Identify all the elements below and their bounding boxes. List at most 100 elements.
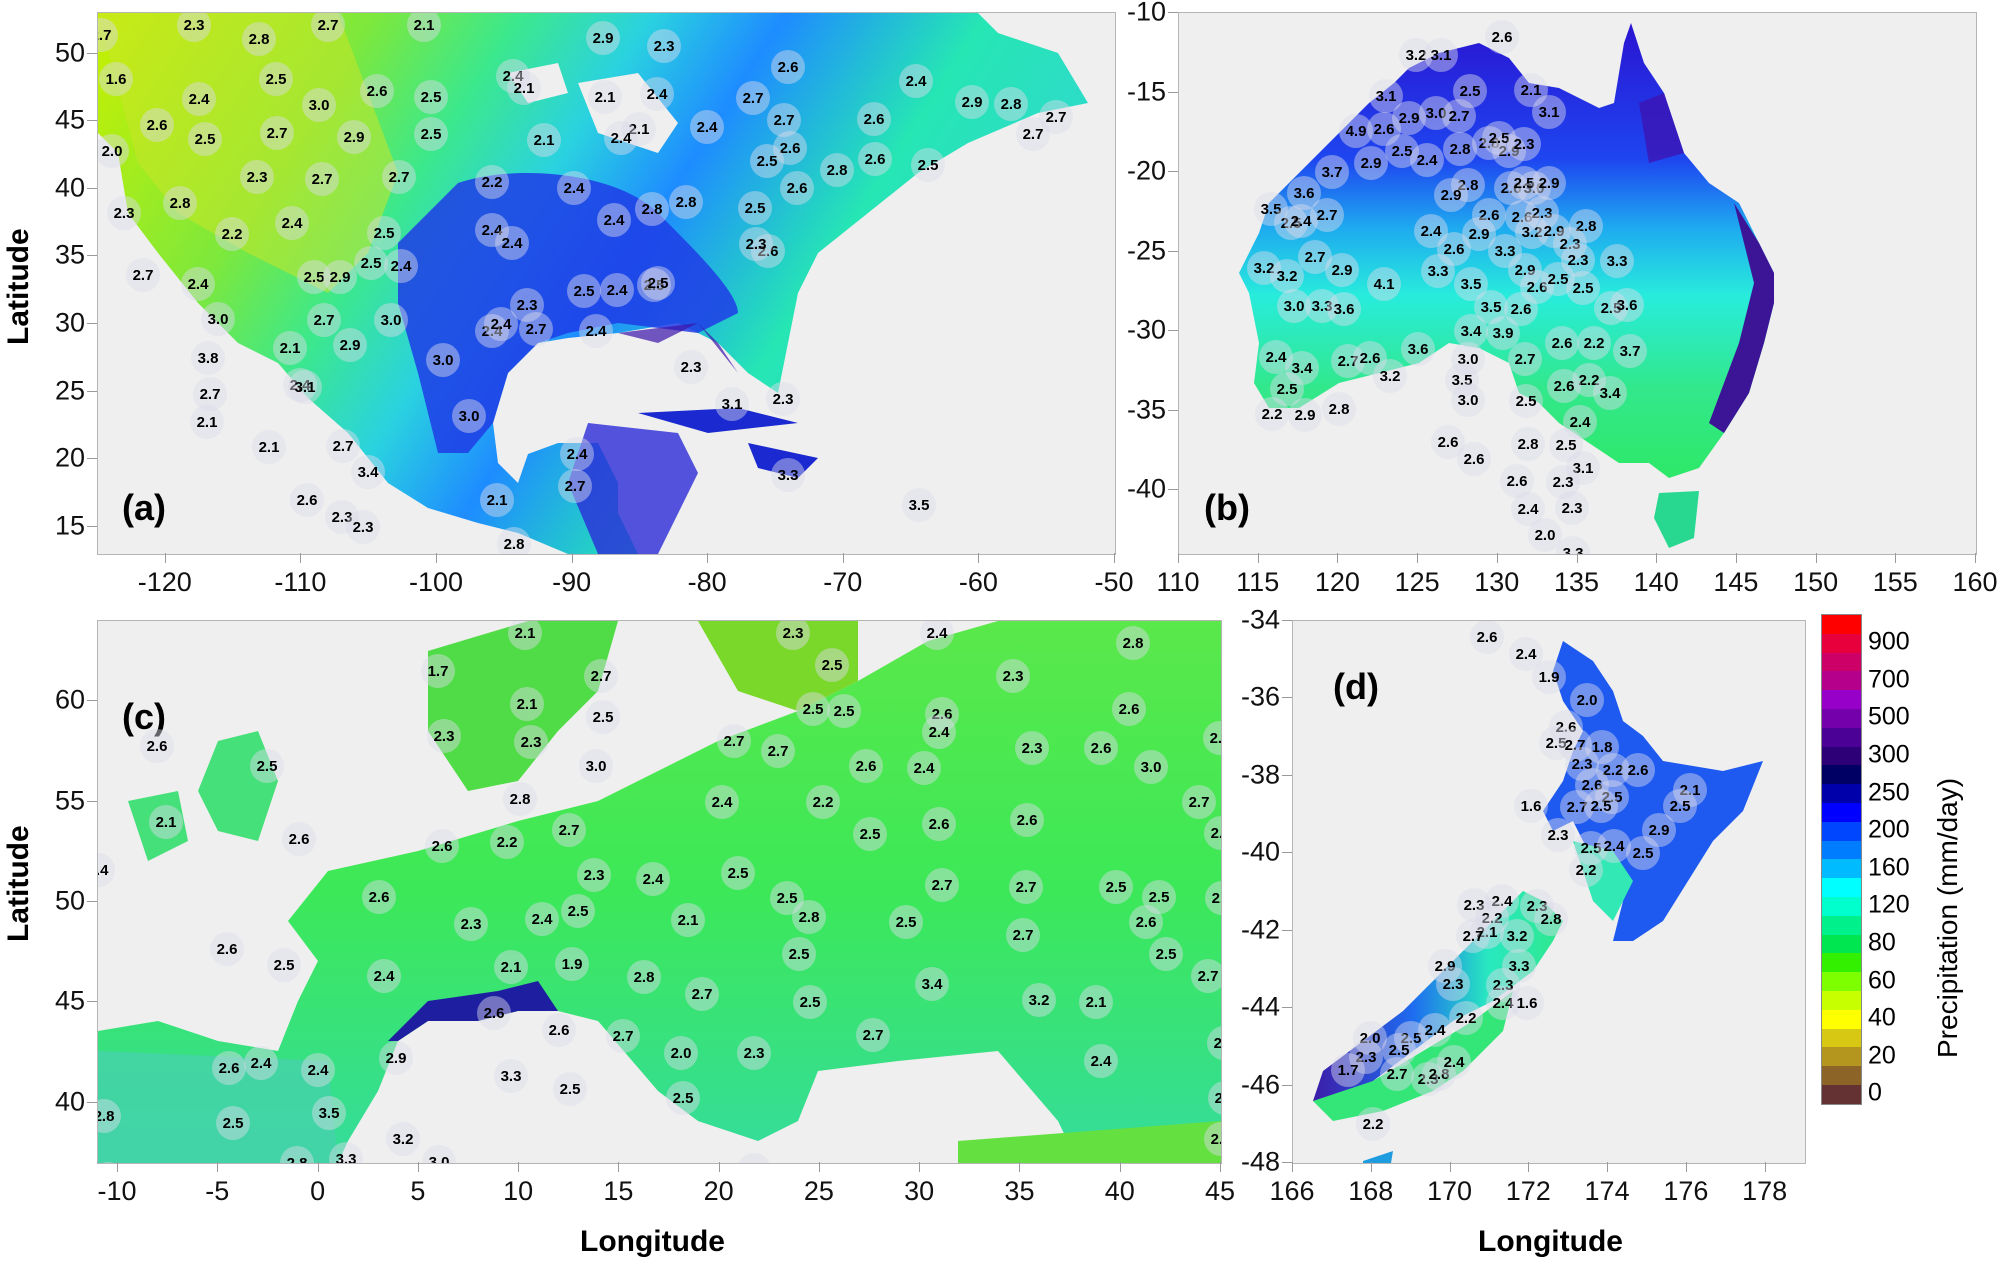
- x-tick-c: 20: [703, 1176, 734, 1206]
- value-label: 2.6: [780, 171, 814, 205]
- value-label: 2.5: [1099, 870, 1133, 904]
- x-tick-c-mark: [1220, 1162, 1221, 1172]
- y-tick-a: 50: [54, 37, 85, 68]
- value-label: 2.1: [149, 805, 183, 839]
- value-label: 2.5: [561, 894, 595, 928]
- value-label: 2.4: [367, 959, 401, 993]
- x-tick-c: 15: [603, 1176, 634, 1206]
- y-tick-d: -46: [1240, 1069, 1280, 1100]
- value-label: 3.4: [351, 455, 385, 489]
- value-label: 2.7: [736, 81, 770, 115]
- value-label: 2.6: [542, 1013, 576, 1047]
- x-tick-a-mark: [571, 553, 573, 563]
- value-label: 3.1: [715, 387, 749, 421]
- value-label: 2.5: [297, 260, 331, 294]
- y-tick-c-mark: [87, 1101, 97, 1103]
- value-label: 2.8: [627, 960, 661, 994]
- colorbar-tick-label: 500: [1868, 702, 1910, 731]
- x-tick-d-mark: [1370, 1162, 1372, 1172]
- value-label: 3.6: [1287, 176, 1321, 210]
- value-label: 1.9: [555, 947, 589, 981]
- value-label: 2.2: [1255, 397, 1289, 431]
- panel-b-map: (b) 2.6 3.2 3.1 2.5 2.1 3.1 3.0 2.9 2.7 3.1 4.9 2.6…: [1178, 12, 1977, 555]
- x-tick-c-mark: [518, 1162, 520, 1172]
- x-tick-b: 125: [1394, 567, 1440, 597]
- value-label: 2.8: [669, 185, 703, 219]
- x-tick-b: 150: [1793, 567, 1839, 597]
- value-label: 2.1: [407, 13, 441, 42]
- value-label: 2.4: [181, 267, 215, 301]
- value-label: 2.7: [98, 18, 118, 52]
- value-label: 2.6: [360, 74, 394, 108]
- value-label: 2.5: [1453, 74, 1487, 108]
- value-label: 2.6: [210, 932, 244, 966]
- value-label: 4.1: [1367, 267, 1401, 301]
- value-label: 2.5: [853, 817, 887, 851]
- value-label: 2.7: [1009, 870, 1043, 904]
- value-label: 2.4: [899, 64, 933, 98]
- x-tick-d-mark: [1764, 1162, 1766, 1172]
- value-label: 2.4: [98, 853, 115, 887]
- value-label: 2.6: [425, 829, 459, 863]
- y-tick-a-mark: [87, 323, 97, 325]
- y-tick-b: -30: [1126, 314, 1166, 345]
- value-label: 2.5: [250, 749, 284, 783]
- value-label: 2.9: [1532, 166, 1566, 200]
- europe-precipitation-map: [98, 621, 1221, 1163]
- x-tick-c-mark: [1119, 1162, 1121, 1172]
- value-label: 2.3: [1457, 888, 1491, 922]
- value-label: 2.7: [558, 469, 592, 503]
- value-label: 2.1: [480, 483, 514, 517]
- x-tick-b-mark: [1496, 553, 1498, 563]
- y-tick-b-mark: [1168, 91, 1178, 93]
- value-label: 2.5: [750, 144, 784, 178]
- value-label: 2.3: [1555, 491, 1589, 525]
- y-tick-d: -36: [1240, 681, 1280, 712]
- value-label: 3.2: [1373, 359, 1407, 393]
- value-label: 1.7: [1331, 1053, 1365, 1087]
- x-tick-d-mark: [1449, 1162, 1451, 1172]
- value-label: 2.4: [922, 715, 956, 749]
- value-label: 2.6: [1472, 198, 1506, 232]
- x-tick-b-mark: [1178, 553, 1179, 563]
- value-label: 3.0: [1451, 342, 1485, 376]
- colorbar-tick-label: 160: [1868, 853, 1910, 882]
- value-label: 3.5: [1474, 290, 1508, 324]
- y-tick-a: 20: [54, 442, 85, 473]
- value-label: 3.3: [1305, 289, 1339, 323]
- y-tick-c: 45: [54, 985, 85, 1016]
- value-label: 2.5: [793, 985, 827, 1019]
- value-label: 2.1: [588, 80, 622, 114]
- value-label: 2.3: [1411, 1062, 1445, 1096]
- y-tick-a-mark: [87, 187, 97, 189]
- value-label: 2.5: [367, 216, 401, 250]
- value-label: 2.4: [1284, 204, 1318, 238]
- value-label: 2.7: [584, 659, 618, 693]
- value-label: 2.3: [1565, 747, 1599, 781]
- value-label: 2.1: [494, 950, 528, 984]
- value-label: 2.9: [1428, 949, 1462, 983]
- value-label: 2.0: [1570, 683, 1604, 717]
- australia-precipitation-map: [1239, 23, 1774, 548]
- value-label: 3.0: [201, 302, 235, 336]
- x-tick-c: 40: [1104, 1176, 1135, 1206]
- value-label: 3.0: [1134, 750, 1168, 784]
- value-label: 2.8: [242, 22, 276, 56]
- value-label: 3.1: [1369, 79, 1403, 113]
- value-label: 2.4: [484, 307, 518, 341]
- colorbar-tick-label: 300: [1868, 740, 1910, 769]
- value-label: 2.7: [552, 813, 586, 847]
- value-label: 2.2: [490, 825, 524, 859]
- value-label: 2.8: [497, 527, 531, 554]
- value-label: 2.5: [216, 1106, 250, 1140]
- y-tick-a-mark: [87, 525, 97, 527]
- value-label: 2.4: [1597, 829, 1631, 863]
- value-label: 2.2: [1569, 853, 1603, 887]
- x-tick-b: 160: [1952, 567, 1998, 597]
- value-label: 2.5: [1549, 428, 1583, 462]
- x-tick-b-mark: [1257, 553, 1259, 563]
- north-america-precipitation-map: [98, 13, 1088, 554]
- value-label: 2.7: [1560, 790, 1594, 824]
- y-tick-c: 40: [54, 1086, 85, 1117]
- value-label: 2.6: [362, 880, 396, 914]
